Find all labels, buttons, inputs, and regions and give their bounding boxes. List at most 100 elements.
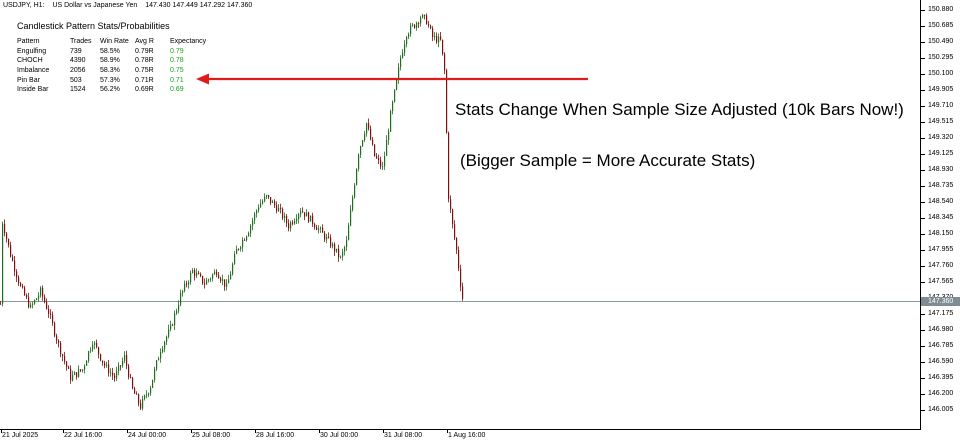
price-label: 147.760 <box>928 262 954 269</box>
bull-candle <box>38 295 40 299</box>
price-label: 147.955 <box>928 246 954 253</box>
bull-candle <box>118 365 120 372</box>
price-label: 146.395 <box>928 374 954 381</box>
bull-candle <box>416 22 418 28</box>
bull-candle <box>166 336 168 342</box>
bull-candle <box>250 225 252 234</box>
bear-candle <box>198 272 200 275</box>
bull-candle <box>290 222 292 229</box>
price-tick <box>921 218 925 219</box>
bull-candle <box>178 304 180 311</box>
bear-candle <box>26 295 28 298</box>
price-tick <box>921 394 925 395</box>
bear-candle <box>134 388 136 394</box>
expectancy-cell: 0.78 <box>170 57 184 65</box>
price-label: 149.905 <box>928 86 954 93</box>
bull-candle <box>342 251 344 257</box>
bull-candle <box>192 270 194 274</box>
bear-candle <box>268 195 270 198</box>
symbol-label: USDJPY, H1: <box>3 2 45 9</box>
bear-candle <box>414 24 416 28</box>
bear-candle <box>216 271 218 276</box>
time-tick <box>319 430 320 433</box>
bull-candle <box>206 280 208 285</box>
bear-candle <box>108 364 110 374</box>
expectancy-cell: 0.69 <box>170 86 184 94</box>
bear-candle <box>424 14 426 16</box>
time-tick <box>191 430 192 433</box>
bull-candle <box>74 372 76 375</box>
price-axis[interactable]: 150.880 150.685 150.490 150.295 150.100 … <box>921 0 960 430</box>
bull-candle <box>232 264 234 275</box>
price-label: 150.685 <box>928 22 954 29</box>
time-label: 25 Jul 08:00 <box>192 432 231 439</box>
bull-candle <box>388 131 390 141</box>
bull-candle <box>264 196 266 202</box>
bear-candle <box>322 227 324 233</box>
bear-candle <box>52 314 54 324</box>
bull-candle <box>336 248 338 252</box>
price-label: 147.565 <box>928 278 954 285</box>
bull-candle <box>84 365 86 370</box>
bear-candle <box>280 207 282 209</box>
price-tick <box>921 282 925 283</box>
bear-candle <box>452 209 454 225</box>
bear-candle <box>282 208 284 219</box>
stats-panel: Candlestick Pattern Stats/Probabilities … <box>17 21 215 95</box>
price-label: 150.100 <box>928 70 954 77</box>
price-tick <box>921 186 925 187</box>
bull-candle <box>398 67 400 80</box>
time-label: 24 Jul 00:00 <box>128 432 167 439</box>
bull-candle <box>386 140 388 156</box>
bear-candle <box>334 243 336 252</box>
bear-candle <box>8 238 10 246</box>
trades-cell: 2056 <box>70 67 86 75</box>
bull-candle <box>352 197 354 210</box>
bull-candle <box>354 184 356 198</box>
time-axis[interactable]: 21 Jul 2025 22 Jul 16:00 24 Jul 00:00 25… <box>0 430 921 441</box>
bull-candle <box>230 274 232 280</box>
bull-candle <box>94 342 96 345</box>
bull-candle <box>210 278 212 280</box>
bull-candle <box>146 394 148 396</box>
bull-candle <box>364 133 366 141</box>
bull-candle <box>182 290 184 294</box>
bear-candle <box>218 275 220 279</box>
bull-candle <box>318 228 320 230</box>
bear-candle <box>448 132 450 200</box>
price-label: 147.175 <box>928 310 954 317</box>
bear-candle <box>48 308 50 314</box>
price-label: 149.320 <box>928 134 954 141</box>
bull-candle <box>148 393 150 395</box>
bear-candle <box>42 287 44 297</box>
bear-candle <box>426 15 428 25</box>
price-tick <box>921 138 925 139</box>
time-label: 1 Aug 16:00 <box>448 432 486 439</box>
bear-candle <box>454 224 456 239</box>
bear-candle <box>22 285 24 288</box>
bull-candle <box>88 351 90 361</box>
bull-candle <box>72 374 74 381</box>
bull-candle <box>190 273 192 283</box>
bear-candle <box>372 139 374 145</box>
bear-candle <box>126 355 128 366</box>
pattern-cell: Engulfing <box>17 47 47 55</box>
bear-candle <box>14 260 16 272</box>
avgr-cell: 0.75R <box>135 67 154 75</box>
price-tick <box>921 250 925 251</box>
time-label: 21 Jul 2025 <box>2 432 39 439</box>
time-label: 30 Jul 00:00 <box>320 432 359 439</box>
price-tick <box>921 106 925 107</box>
bull-candle <box>344 247 346 252</box>
bull-candle <box>412 24 414 26</box>
candlestick-chart[interactable] <box>0 0 921 430</box>
bear-candle <box>370 128 372 140</box>
price-label: 150.295 <box>928 54 954 61</box>
bull-candle <box>106 364 108 366</box>
price-label: 150.880 <box>928 6 954 13</box>
bear-candle <box>308 212 310 222</box>
bear-candle <box>224 279 226 287</box>
winrate-cell: 58.5% <box>100 47 120 55</box>
bear-candle <box>114 375 116 379</box>
